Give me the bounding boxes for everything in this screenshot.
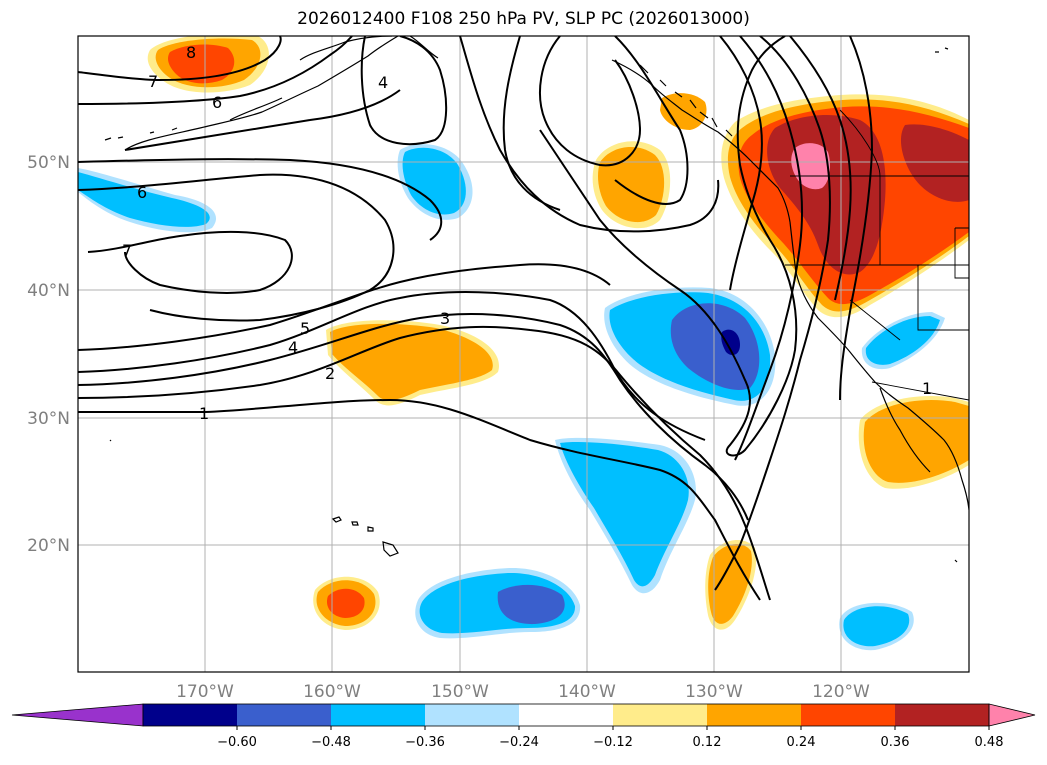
lon-label: 140°W	[558, 682, 616, 702]
contour-label: 7	[148, 72, 158, 91]
colorbar-bin	[895, 704, 990, 726]
contour-label: 7	[122, 241, 132, 260]
political-borders	[785, 109, 969, 401]
lat-label: 30°N	[27, 409, 70, 429]
pv-anomaly-155w-north	[397, 144, 473, 220]
lon-label: 170°W	[176, 682, 234, 702]
colorbar: −0.60 −0.48 −0.36 −0.24 −0.12 0.12 0.24 0.36 0.4…	[11, 703, 1036, 750]
colorbar-bin	[519, 704, 614, 726]
contour-label: 2	[325, 364, 335, 383]
colorbar-bin	[801, 704, 896, 726]
lat-label: 40°N	[27, 281, 70, 301]
pv-anomaly-bering	[147, 36, 269, 93]
colorbar-bin	[707, 704, 802, 726]
colorbar-tick-label: −0.48	[311, 735, 351, 750]
pv-anomaly-mexico	[858, 396, 969, 489]
colorbar-tick-label: 0.12	[693, 735, 722, 750]
pv-anomaly-subtropical-orange	[326, 320, 500, 406]
colorbar-tick-label: 0.48	[975, 735, 1004, 750]
pv-anomaly-cutoff-low	[604, 287, 776, 406]
pv-anomaly-tropical-orange	[705, 539, 757, 630]
plot-title: 2026012400 F108 250 hPa PV, SLP PC (2026…	[297, 9, 750, 29]
pv-anomaly-tropical-blue	[415, 567, 581, 639]
pv-anomaly-dateline	[78, 168, 217, 233]
colorbar-tick-label: 0.36	[881, 735, 910, 750]
colorbar-tick-label: −0.36	[405, 735, 445, 750]
pv-anomaly-hawaii-orange	[313, 576, 380, 630]
lon-label: 130°W	[685, 682, 743, 702]
graticule	[78, 36, 969, 672]
colorbar-tick-label: 0.24	[787, 735, 816, 750]
lon-label: 150°W	[431, 682, 489, 702]
colorbar-extend-max	[988, 703, 1036, 727]
lon-label: 120°W	[812, 682, 870, 702]
pv-anomaly-southwest-us	[861, 312, 945, 370]
colorbar-bin	[331, 704, 426, 726]
pv-anomaly-135w	[592, 141, 671, 229]
lon-label: 160°W	[303, 682, 361, 702]
contour-label: 1	[199, 404, 209, 423]
contour-label: 4	[378, 73, 388, 92]
contour-labels: 1 2 3 4 5 6 7 8 6 7 4 1	[122, 43, 932, 423]
lat-label: 50°N	[27, 153, 70, 173]
pv-anomaly-subtropical-trough	[555, 437, 696, 594]
colorbar-bin	[425, 704, 520, 726]
contour-label: 3	[440, 309, 450, 328]
colorbar-frame	[142, 703, 990, 727]
contour-label: 6	[137, 183, 147, 202]
contour-label: 4	[288, 338, 298, 357]
contour-label: 8	[186, 43, 196, 62]
colorbar-bin	[237, 704, 332, 726]
contour-label: 6	[212, 93, 222, 112]
pv-anomaly-east-tropical	[839, 602, 914, 651]
lat-label: 20°N	[27, 536, 70, 556]
contour-label: 1	[922, 379, 932, 398]
colorbar-tick-label: −0.24	[499, 735, 539, 750]
plot-frame	[77, 35, 970, 673]
slp-contours	[78, 36, 874, 601]
colorbar-bin	[613, 704, 708, 726]
colorbar-extend-min	[11, 703, 144, 727]
map-plot-area: 1 2 3 4 5 6 7 8 6 7 4 1	[78, 36, 969, 672]
colorbar-tick-label: −0.12	[593, 735, 633, 750]
colorbar-bin	[143, 704, 238, 726]
colorbar-tick-label: −0.60	[217, 735, 257, 750]
contour-label: 5	[300, 319, 310, 338]
